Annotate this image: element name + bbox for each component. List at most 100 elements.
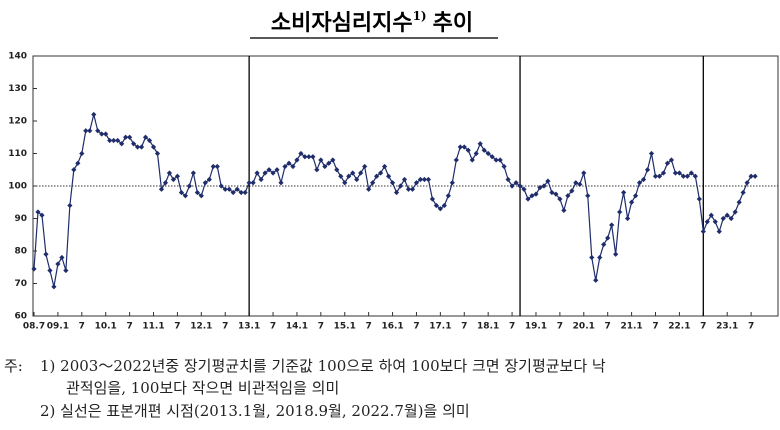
x-tick-label: 17.1 <box>429 322 451 332</box>
data-point <box>39 212 45 218</box>
data-point <box>529 193 535 199</box>
data-point <box>601 241 607 248</box>
x-tick-label: 20.1 <box>573 322 595 332</box>
x-tick-label: 7 <box>270 322 276 332</box>
data-point <box>334 167 340 173</box>
data-point <box>613 251 619 257</box>
data-point <box>581 170 587 176</box>
y-tick-label: 120 <box>8 117 27 127</box>
x-tick-label: 19.1 <box>525 322 547 332</box>
data-point <box>59 254 65 261</box>
x-tick-label: 12.1 <box>190 322 212 332</box>
data-point <box>597 254 603 261</box>
title-sup: 1) <box>413 9 427 23</box>
x-tick-label: 08.7 <box>23 322 45 332</box>
data-point <box>477 141 483 147</box>
x-tick-label: 7 <box>318 322 324 332</box>
data-point <box>437 206 443 212</box>
chart-title: 소비자심리지수1) 추이 <box>271 9 473 37</box>
data-point <box>473 150 479 157</box>
data-point <box>182 193 188 199</box>
x-tick-label: 7 <box>652 322 658 332</box>
data-point <box>47 267 53 274</box>
data-point <box>306 154 312 160</box>
data-point <box>628 199 635 205</box>
data-point <box>218 183 224 189</box>
note: 2) 실선은 표본개편 시점(2013.1월, 2018.9월, 2022.7월… <box>40 402 470 420</box>
data-point <box>298 150 304 157</box>
x-tick-label: 7 <box>700 322 706 332</box>
x-tick-label: 7 <box>174 322 180 332</box>
data-point <box>445 193 451 199</box>
data-point <box>521 186 527 192</box>
series-line <box>33 114 756 287</box>
data-point <box>501 163 507 170</box>
x-tick-label: 22.1 <box>668 322 690 332</box>
data-point <box>374 173 380 179</box>
data-point <box>338 173 344 179</box>
data-point <box>115 137 121 144</box>
data-point <box>354 176 360 183</box>
data-point <box>652 173 659 179</box>
data-point <box>322 163 328 170</box>
data-point <box>632 193 639 199</box>
x-tick-label: 15.1 <box>334 322 356 332</box>
x-tick-label: 09.1 <box>47 322 69 332</box>
data-point <box>537 185 543 191</box>
data-point <box>194 189 200 196</box>
data-point <box>142 134 149 140</box>
data-point <box>625 215 631 222</box>
data-point <box>290 163 296 170</box>
data-point <box>43 251 49 257</box>
data-point <box>405 186 412 192</box>
data-point <box>234 186 240 192</box>
data-point <box>704 219 710 225</box>
data-point <box>640 176 647 183</box>
data-point <box>740 189 746 196</box>
x-tick-label: 7 <box>509 322 515 332</box>
data-point <box>573 180 579 186</box>
y-tick-label: 130 <box>8 84 27 94</box>
data-point <box>493 157 499 163</box>
data-point <box>577 181 583 187</box>
data-point <box>664 160 671 166</box>
data-point <box>190 170 196 176</box>
x-tick-label: 10.1 <box>95 322 117 332</box>
data-point <box>389 180 396 186</box>
y-tick-label: 140 <box>8 52 27 62</box>
data-point <box>278 180 284 186</box>
y-tick-label: 100 <box>8 182 27 192</box>
data-point <box>107 137 113 144</box>
data-point <box>366 186 372 192</box>
data-point <box>378 170 384 176</box>
data-point <box>692 173 698 179</box>
data-point <box>748 173 754 179</box>
data-point <box>585 193 591 199</box>
data-point <box>541 183 547 189</box>
data-point <box>656 173 663 179</box>
data-point <box>158 186 165 192</box>
data-point <box>186 183 192 189</box>
data-point <box>684 173 690 179</box>
data-point <box>170 176 177 183</box>
note: 관적임을, 100보다 작으면 비관적임을 의미 <box>66 379 339 397</box>
y-tick-label: 110 <box>8 149 27 159</box>
data-point <box>242 189 248 196</box>
data-point <box>724 212 730 218</box>
y-tick-label: 80 <box>14 247 27 257</box>
data-point <box>95 128 101 134</box>
data-point <box>358 170 364 176</box>
data-point <box>254 170 260 176</box>
data-point <box>644 167 651 173</box>
data-point <box>728 215 734 222</box>
data-point <box>680 173 686 179</box>
data-point <box>417 176 424 183</box>
y-tick-label: 60 <box>14 312 27 322</box>
data-point <box>35 209 41 215</box>
data-point <box>732 209 738 215</box>
data-point <box>513 180 519 186</box>
data-point <box>206 176 212 183</box>
x-tick-label: 14.1 <box>286 322 308 332</box>
data-point <box>497 157 503 163</box>
data-point <box>119 141 125 147</box>
